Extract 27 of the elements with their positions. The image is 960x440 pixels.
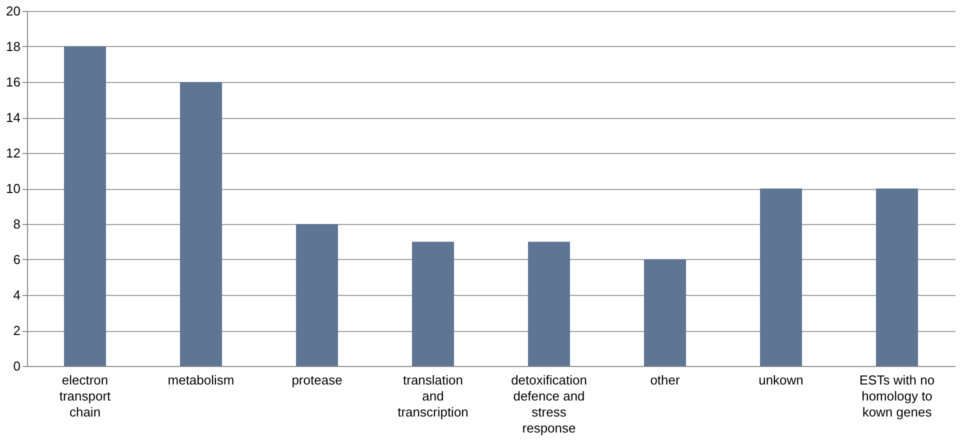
y-tick-label: 6 <box>13 252 20 267</box>
x-tick-label: unkown <box>758 372 804 388</box>
y-tick-label: 16 <box>6 74 20 90</box>
bar <box>528 242 570 366</box>
y-tick-label: 18 <box>6 39 20 54</box>
x-tick-label: electron transport chain <box>59 372 112 420</box>
bar <box>412 242 454 366</box>
x-tick-label: metabolism <box>168 372 234 388</box>
bar <box>644 260 686 366</box>
bar <box>876 188 918 366</box>
x-tick-label: other <box>650 372 680 388</box>
x-tick-label: translation and transcription <box>398 372 468 420</box>
y-tick-label: 12 <box>6 146 20 160</box>
bar <box>64 46 106 366</box>
y-tick-label: 20 <box>6 4 20 18</box>
bar <box>760 188 802 366</box>
y-tick-label: 0 <box>13 358 20 374</box>
y-tick-label: 10 <box>6 181 20 196</box>
bar <box>296 224 338 366</box>
y-tick-label: 14 <box>6 110 20 125</box>
x-tick-label: ESTs with no homology to kown genes <box>859 372 935 420</box>
x-tick-label: detoxification defence and stress response <box>511 372 587 436</box>
bar <box>180 82 222 366</box>
y-tick-label: 2 <box>13 323 20 338</box>
y-tick-label: 4 <box>13 288 20 302</box>
y-tick-label: 8 <box>13 216 20 232</box>
x-tick-label: protease <box>292 372 342 388</box>
